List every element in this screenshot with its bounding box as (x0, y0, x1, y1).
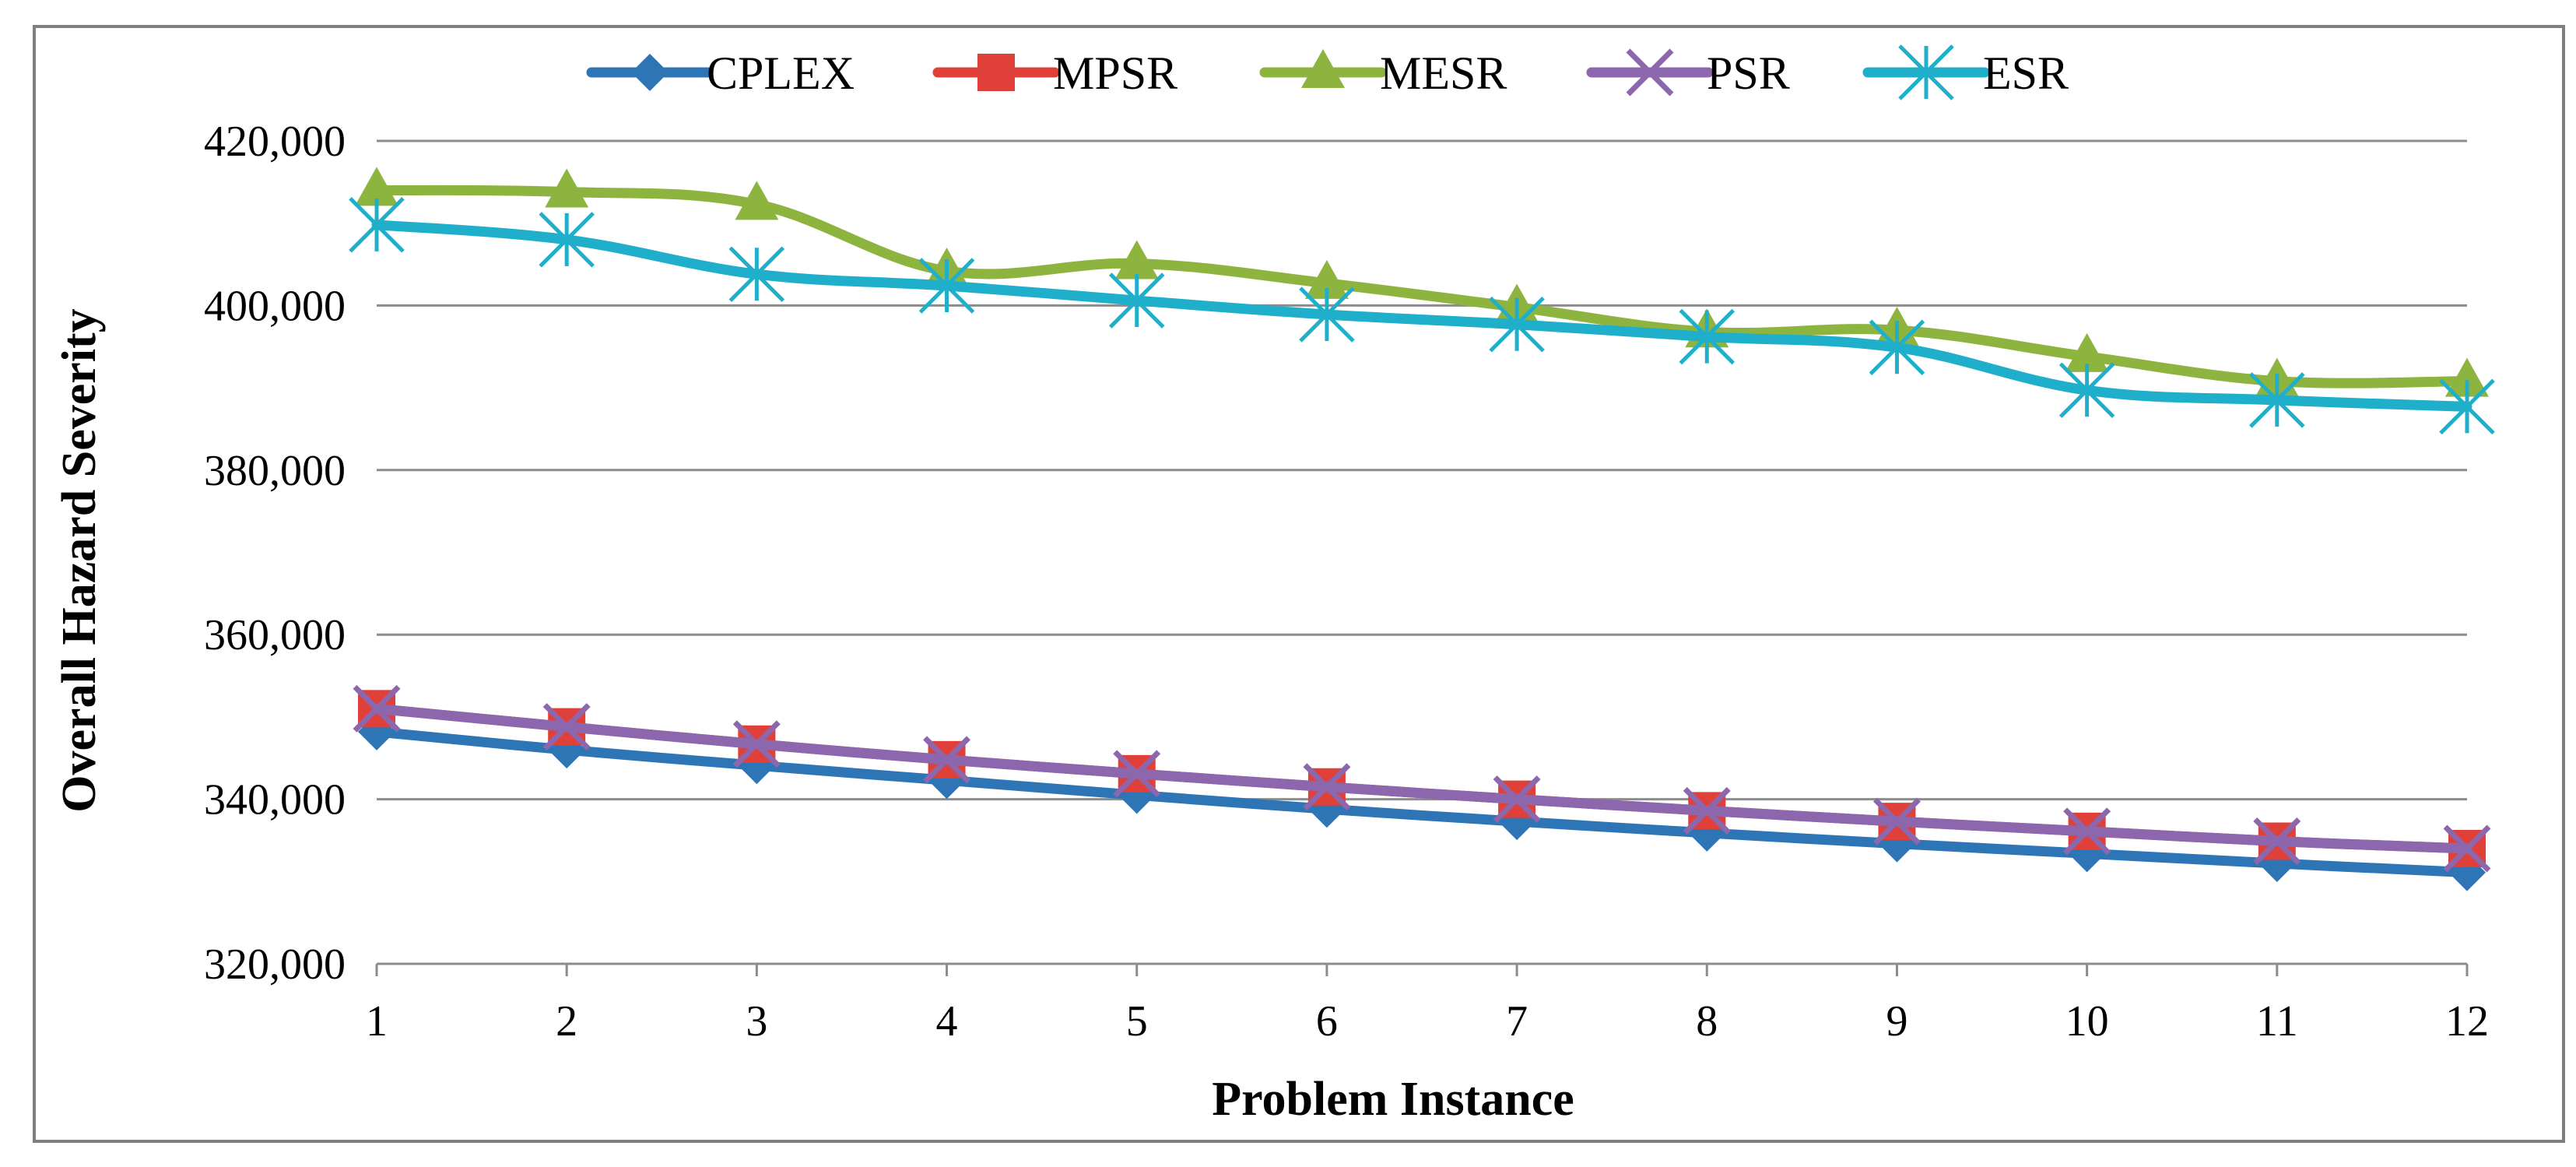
data-point-mesr (1304, 259, 1349, 299)
data-point-mesr (2445, 357, 2489, 397)
data-point-mesr (545, 168, 589, 208)
data-point-psr (923, 736, 971, 784)
chart-border (33, 25, 2565, 1143)
axes: 320,000 340,000 360,000 380,000 400,000 420,0… (204, 118, 2489, 1046)
x-tick-label: 9 (1886, 997, 1907, 1046)
data-point-psr (1303, 763, 1351, 811)
y-tick-label: 340,000 (204, 776, 346, 824)
y-tick-label: 320,000 (204, 940, 346, 989)
x-tick-label: 2 (556, 997, 577, 1046)
data-point-psr (1872, 797, 1921, 845)
legend-marker (977, 54, 1015, 91)
legend: CPLEX MPSR MESR PSR ESR (586, 44, 2069, 100)
x-tick-label: 11 (2256, 997, 2298, 1046)
data-point-psr (353, 684, 401, 733)
legend-item-mpsr: MPSR (932, 47, 1177, 99)
legend-item-mesr: MESR (1259, 47, 1507, 99)
legend-marker (1898, 44, 1954, 100)
x-axis-title: Problem Instance (1212, 1073, 1574, 1126)
series-psr (353, 684, 2491, 873)
x-tick-label: 7 (1506, 997, 1528, 1046)
x-tick-label: 5 (1126, 997, 1148, 1046)
y-tick-label: 360,000 (204, 611, 346, 659)
data-point-esr (918, 258, 975, 314)
legend-marker (631, 54, 669, 91)
legend-item-cplex: CPLEX (586, 47, 855, 99)
data-point-mesr (355, 167, 398, 206)
data-point-esr (1679, 308, 1735, 365)
data-point-esr (1108, 272, 1165, 329)
legend-marker (1301, 49, 1345, 88)
data-point-esr (728, 246, 785, 303)
x-tick-label: 8 (1696, 997, 1718, 1046)
data-point-esr (1489, 296, 1545, 353)
legend-label: ESR (1983, 47, 2069, 99)
legend-marker (1626, 48, 1674, 97)
data-point-mesr (735, 181, 779, 220)
legend-label: MESR (1380, 47, 1507, 99)
series-line-mesr (371, 185, 2472, 388)
data-point-esr (2249, 372, 2305, 428)
x-tick-label: 12 (2445, 997, 2489, 1046)
series-line-psr (371, 703, 2472, 854)
legend-item-esr: ESR (1862, 44, 2069, 100)
data-point-esr (2439, 378, 2495, 435)
series-line-cplex (371, 726, 2472, 878)
x-tick-label: 10 (2065, 997, 2109, 1046)
data-point-esr (2058, 362, 2115, 419)
series-group (349, 167, 2495, 891)
y-tick-label: 420,000 (204, 118, 346, 166)
data-point-esr (1869, 319, 1925, 376)
data-point-esr (539, 212, 595, 268)
series-esr (349, 197, 2495, 435)
legend-label: CPLEX (707, 47, 855, 99)
legend-label: PSR (1707, 47, 1790, 99)
data-point-psr (1683, 786, 1731, 835)
data-point-mesr (2065, 332, 2109, 372)
legend-label: MPSR (1053, 47, 1177, 99)
y-tick-label: 380,000 (204, 447, 346, 495)
data-point-psr (2443, 824, 2491, 873)
data-point-mesr (1114, 240, 1159, 279)
data-point-psr (2253, 817, 2301, 865)
series-line-esr (371, 220, 2472, 412)
data-point-psr (542, 703, 591, 751)
data-point-esr (349, 197, 405, 253)
x-tick-label: 3 (746, 997, 767, 1046)
x-tick-label: 6 (1316, 997, 1338, 1046)
data-point-esr (1299, 286, 1355, 343)
data-point-psr (1493, 775, 1541, 824)
data-point-psr (732, 720, 781, 768)
data-point-psr (1113, 750, 1161, 798)
y-tick-label: 400,000 (204, 282, 346, 330)
legend-item-psr: PSR (1586, 47, 1790, 99)
x-tick-label: 1 (366, 997, 388, 1046)
y-axis-title: Overall Hazard Severity (53, 308, 106, 812)
data-point-psr (2063, 807, 2111, 856)
x-tick-label: 4 (936, 997, 958, 1046)
